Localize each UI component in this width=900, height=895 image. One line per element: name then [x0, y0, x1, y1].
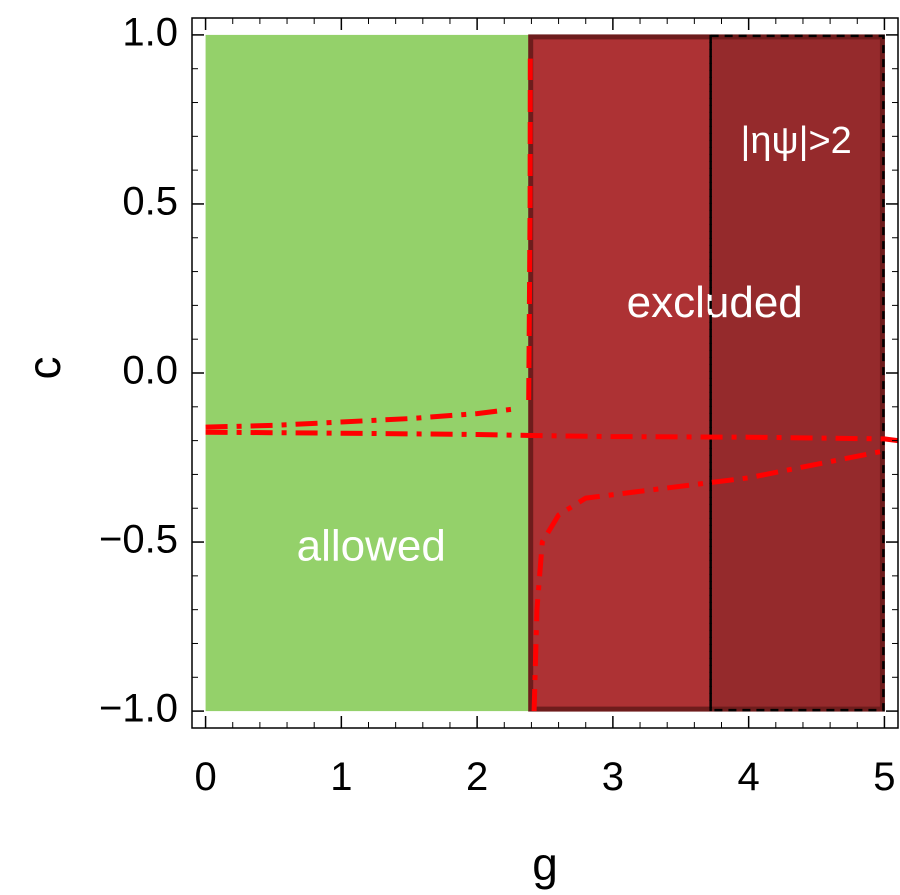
regions-layer: [205, 34, 885, 712]
x-tick-label: 5: [873, 755, 895, 799]
region-eta-psi: [710, 34, 885, 712]
eta-region-border: [709, 34, 885, 712]
region-allowed: [205, 34, 529, 712]
ticks-layer: 0 1 2 3 4 5 1.0 0.5 0.0 −0.5 −1.0: [99, 10, 898, 799]
x-tick-label: 1: [330, 755, 352, 799]
x-tick-label: 3: [602, 755, 624, 799]
curve-4: [531, 448, 885, 712]
y-tick-label: −1.0: [99, 687, 178, 731]
region-label-allowed: allowed: [297, 521, 446, 570]
x-axis-label: g: [532, 838, 558, 890]
y-tick-label: 0.5: [122, 180, 178, 224]
curve-3: [526, 58, 533, 401]
x-tick-label: 2: [466, 755, 488, 799]
region-label-excluded: excluded: [627, 278, 803, 327]
curve-1: [205, 406, 519, 430]
region-labels-layer: allowed excluded |ηψ|>2: [297, 120, 852, 570]
series-layer: [205, 58, 899, 712]
region-label-eta-psi: |ηψ|>2: [741, 120, 852, 162]
curve-2: [205, 429, 899, 444]
y-tick-label: 1.0: [122, 10, 178, 54]
y-tick-label: 0.0: [122, 349, 178, 393]
x-tick-label: 0: [194, 755, 216, 799]
x-tick-label: 4: [738, 755, 760, 799]
y-tick-label: −0.5: [99, 518, 178, 562]
y-axis-label: c: [18, 357, 70, 380]
